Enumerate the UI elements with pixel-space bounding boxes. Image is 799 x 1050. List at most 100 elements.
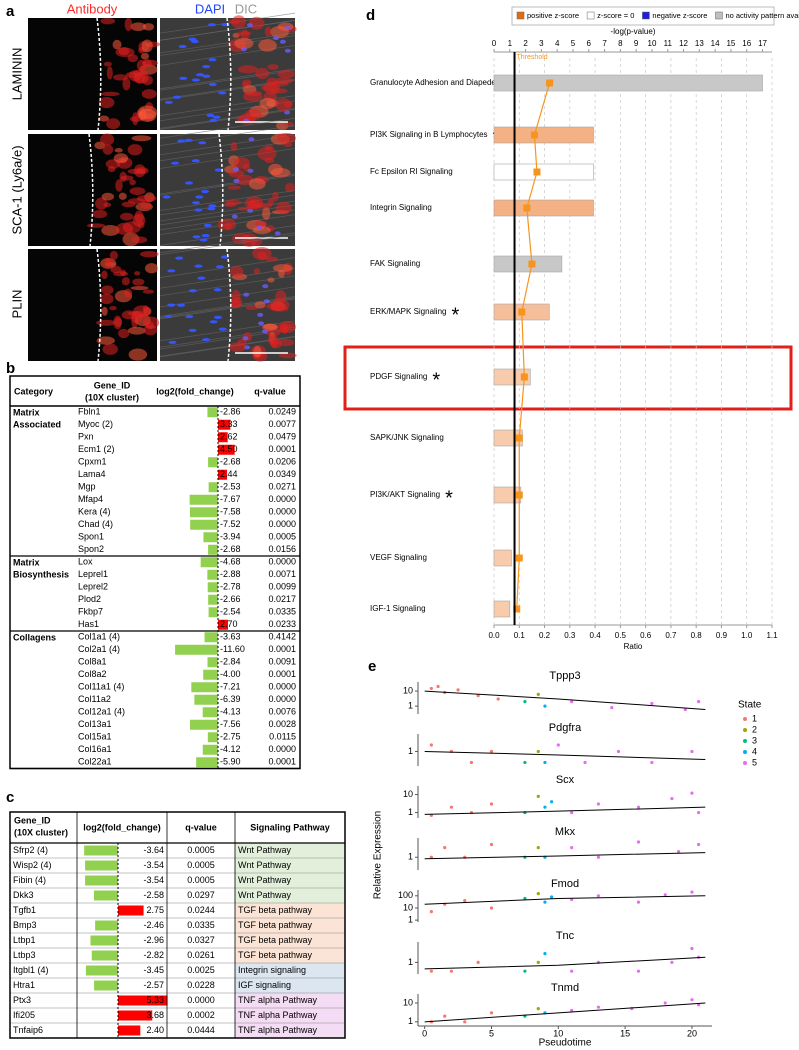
gene: Spon2 [78,544,104,554]
nucleus [188,37,197,41]
q-value: 0.0001 [268,669,296,679]
boundary [96,17,102,131]
x-tick-label: 0.2 [539,631,551,640]
texture [159,35,296,56]
stain [270,338,282,349]
bar [493,255,563,273]
stain [120,212,134,221]
ratio-point [533,168,541,176]
x-tick-label: 0 [492,39,497,48]
gene: Col13a1 [78,719,112,729]
q-value: 0.0261 [187,950,215,960]
nucleus [192,235,201,239]
nucleus [215,265,224,269]
fold-bar [207,407,218,418]
q-value: 0.0005 [268,532,296,542]
stain [134,271,141,276]
fold-bar [218,432,228,443]
pathway: TGF beta pathway [238,920,313,930]
x-tick-label: 7 [602,39,607,48]
q-value: 0.0244 [187,905,215,915]
nucleus [197,276,206,280]
fold-bar [218,419,231,430]
stain [101,270,108,280]
axis-title: Pseudotime [539,1038,592,1049]
fold-label: -3.45 [143,965,164,975]
trend-line [424,956,706,970]
q-value: 0.4142 [268,632,296,642]
q-value: 0.0327 [187,935,215,945]
stain [101,225,120,236]
nucleus [177,139,186,143]
cell-point [556,743,560,747]
stain [248,115,255,122]
boundary [226,248,232,362]
row-label: LAMININ [9,48,24,101]
fold-bar [218,444,235,455]
cell-point [683,707,687,712]
legend-dot [743,750,747,754]
nucleus [208,82,217,87]
nucleus [194,208,203,212]
nucleus [243,292,250,297]
q-value: 0.0335 [187,920,215,930]
threshold-label: Threshold [517,54,548,61]
fold-label: -6.39 [220,694,241,704]
cell-point [697,1003,701,1007]
stain [243,92,263,102]
gene: Col1a1 (4) [78,632,120,642]
stain [253,268,261,275]
legend-swatch [642,11,650,20]
stain [100,133,115,146]
gene: Myoc (2) [78,419,113,429]
fold-bar [94,890,118,901]
stain [262,323,278,331]
pathway: IGF signaling [238,980,291,990]
fold-label: -3.64 [143,845,164,855]
nucleus [199,238,208,242]
fold-bar [190,719,218,730]
texture [159,267,296,289]
q-value: 0.0001 [268,644,296,654]
stain [100,285,114,295]
stain [102,144,114,155]
nucleus [263,299,270,304]
stain [103,61,112,67]
legend-label: positive z-score [527,11,579,20]
boundary [226,17,232,131]
texture [159,108,296,130]
nucleus [194,264,203,268]
gene: Fibin (4) [13,875,46,885]
q-value: 0.0228 [187,980,215,990]
nucleus [198,141,207,145]
ratio-point [518,308,526,316]
trend-line [424,895,706,905]
stain [142,75,153,86]
bar [493,600,511,618]
cell-point [570,810,574,815]
fold-label: 2.75 [146,905,164,915]
fold-label: -2.68 [220,544,241,554]
gene: Dkk3 [13,890,34,900]
gene: Col22a1 [78,757,112,767]
fold-label: 3.33 [220,419,238,429]
ratio-point [530,131,538,139]
nucleus [209,118,218,122]
fold-label: -2.82 [143,950,164,960]
texture [159,234,296,256]
pathway: Wnt Pathway [238,890,292,900]
stain [258,39,277,52]
pathway-label: PDGF Signaling [370,372,427,381]
cell-point [449,805,454,809]
fold-bar [208,607,218,618]
stain [104,257,112,268]
cell-point [663,1001,667,1005]
fold-label: -7.58 [220,507,241,517]
gene: Mfap4 [78,494,103,504]
legend-label: 2 [752,724,757,734]
nucleus [246,23,253,28]
stain [255,67,270,80]
cell-point [690,749,694,754]
stain [137,105,158,120]
